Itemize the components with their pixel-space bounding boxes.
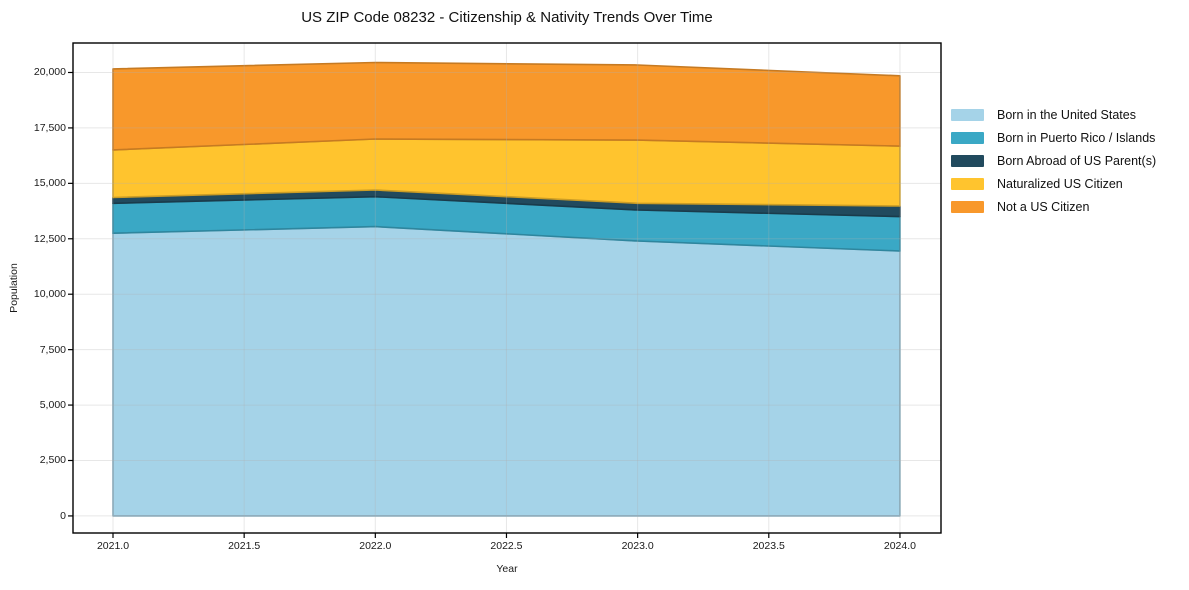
chart-title: US ZIP Code 08232 - Citizenship & Nativi… <box>301 9 713 26</box>
stacked-area-svg <box>68 42 942 538</box>
y-tick-label: 17,500 <box>33 121 66 134</box>
legend-swatch-icon <box>951 154 984 167</box>
y-tick-label: 15,000 <box>33 177 66 190</box>
legend-row-not-a-us-citizen: Not a US Citizen <box>951 195 1156 218</box>
plot-area <box>68 42 942 538</box>
y-tick-label: 5,000 <box>39 399 66 412</box>
x-tick-label: 2024.0 <box>883 540 916 552</box>
legend-label: Born in Puerto Rico / Islands <box>997 130 1156 145</box>
legend-label: Naturalized US Citizen <box>997 176 1123 191</box>
y-tick-label: 0 <box>60 509 66 522</box>
legend-row-born-in-puerto-rico-islands: Born in Puerto Rico / Islands <box>951 126 1156 149</box>
x-tick-label: 2022.0 <box>359 540 392 552</box>
legend-swatch-icon <box>951 108 984 121</box>
legend-label: Born in the United States <box>997 107 1136 122</box>
area-not-a-us-citizen <box>112 61 901 151</box>
legend-swatch-icon <box>951 177 984 190</box>
legend-row-born-abroad-of-us-parent-s: Born Abroad of US Parent(s) <box>951 149 1156 172</box>
x-tick-label: 2021.5 <box>228 540 261 552</box>
legend-swatch-icon <box>951 200 984 213</box>
y-tick-label: 7,500 <box>39 343 66 356</box>
legend-label: Born Abroad of US Parent(s) <box>997 153 1157 168</box>
legend-swatch-icon <box>951 131 984 144</box>
y-tick-label: 2,500 <box>39 454 66 467</box>
y-tick-label: 20,000 <box>33 66 66 79</box>
x-axis-label: Year <box>496 563 518 575</box>
legend-row-naturalized-us-citizen: Naturalized US Citizen <box>951 172 1156 195</box>
legend-label: Not a US Citizen <box>997 199 1090 214</box>
y-tick-label: 10,000 <box>33 288 66 301</box>
legend-row-born-in-the-united-states: Born in the United States <box>951 103 1156 126</box>
legend: Born in the United States Born in Puerto … <box>951 103 1156 218</box>
y-tick-label: 12,500 <box>33 232 66 245</box>
x-tick-label: 2022.5 <box>490 540 523 552</box>
x-tick-label: 2023.5 <box>752 540 785 552</box>
x-tick-label: 2021.0 <box>96 540 130 552</box>
x-tick-label: 2023.0 <box>621 540 654 552</box>
